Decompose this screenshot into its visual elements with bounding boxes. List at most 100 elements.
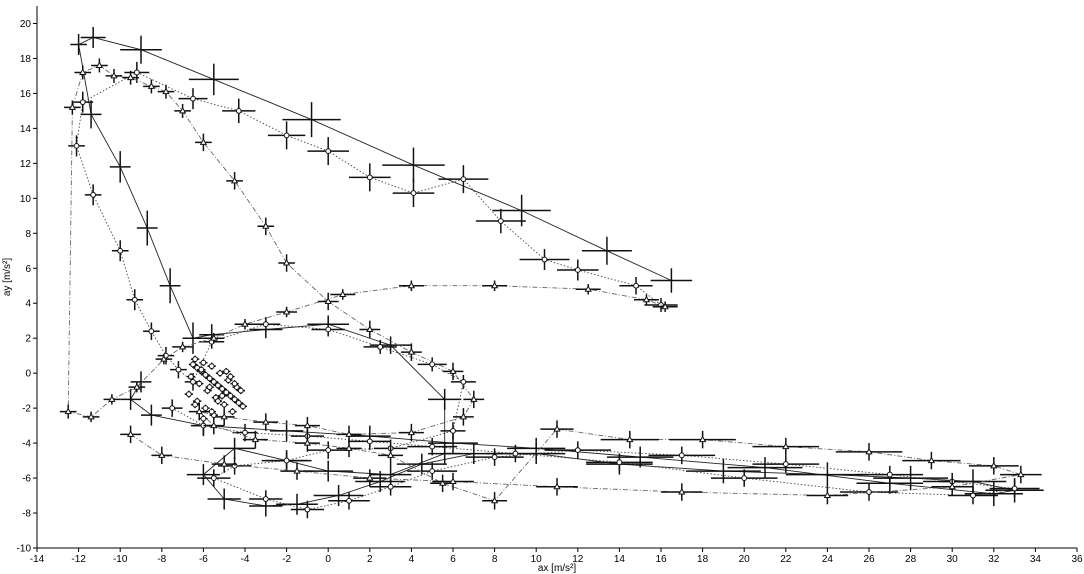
point-marker-circle: [219, 392, 226, 399]
y-tick-label: 12: [20, 159, 32, 170]
y-axis-title: ay [m/s²]: [2, 258, 13, 297]
data-point: [276, 493, 318, 515]
point-marker-circle: [79, 99, 86, 106]
data-point: [307, 137, 349, 166]
point-marker-circle: [491, 454, 498, 460]
point-marker-circle: [208, 363, 215, 370]
data-point: [217, 392, 227, 400]
data-point: [839, 483, 899, 501]
point-marker-circle: [366, 174, 373, 181]
point-marker-circle: [133, 69, 140, 76]
y-tick-label: -8: [22, 509, 31, 520]
data-point: [174, 103, 191, 118]
point-marker-circle: [223, 389, 230, 396]
data-point: [407, 437, 458, 456]
data-point: [213, 397, 223, 405]
data-point: [369, 478, 412, 496]
data-point: [465, 448, 524, 466]
data-point: [109, 151, 131, 183]
point-marker-triangle: [210, 421, 218, 429]
data-point: [155, 353, 173, 365]
data-point: [265, 451, 308, 470]
point-marker-circle: [886, 471, 893, 478]
point-marker-triangle: [823, 491, 832, 499]
data-point: [363, 339, 397, 354]
data-point: [205, 383, 214, 391]
data-point: [82, 411, 100, 423]
point-marker-triangle: [178, 106, 187, 114]
x-tick-label: 0: [325, 554, 331, 565]
point-marker-circle: [90, 191, 97, 198]
data-point: [242, 430, 268, 449]
point-marker-triangle: [626, 435, 634, 443]
data-point: [330, 289, 356, 300]
point-marker-triangle: [782, 442, 790, 450]
point-marker-circle: [235, 399, 242, 406]
data-point: [136, 210, 158, 246]
data-point: [201, 404, 210, 412]
point-marker-circle: [325, 326, 332, 333]
data-point: [232, 423, 258, 442]
x-tick-label: 36: [1071, 554, 1083, 565]
point-marker-triangle: [865, 447, 873, 455]
data-point: [203, 416, 225, 435]
data-point: [234, 318, 256, 330]
data-point: [120, 35, 162, 64]
x-tick-label: 16: [655, 554, 667, 565]
data-point: [968, 457, 1019, 475]
point-marker-circle: [782, 461, 789, 467]
point-marker-triangle: [438, 479, 447, 486]
point-marker-circle: [185, 391, 192, 398]
data-point: [141, 404, 162, 426]
data-point: [685, 458, 761, 484]
data-point: [199, 359, 208, 367]
series-3-line: [67, 64, 1021, 502]
point-marker-triangle: [553, 482, 561, 490]
data-point: [64, 100, 81, 115]
data-point: [157, 84, 175, 99]
data-point: [207, 408, 216, 416]
data-point: [536, 478, 578, 496]
data-point: [217, 385, 227, 393]
point-marker-triangle: [230, 176, 239, 184]
point-marker-circle: [190, 95, 196, 102]
data-point: [586, 453, 653, 472]
y-tick-label: -2: [22, 404, 31, 415]
point-marker-triangle: [345, 430, 353, 437]
data-point: [249, 490, 283, 508]
data-point: [378, 446, 404, 465]
point-marker-circle: [223, 368, 230, 375]
data-point: [59, 404, 77, 419]
point-marker-circle: [242, 429, 248, 436]
data-point: [650, 268, 693, 293]
y-tick-label: 14: [20, 124, 32, 135]
y-tick-label: 20: [20, 19, 32, 30]
point-marker-triangle: [1017, 470, 1025, 478]
data-point: [213, 437, 256, 459]
data-point: [727, 457, 803, 479]
data-point: [398, 423, 424, 442]
data-point: [120, 388, 141, 410]
y-tick-label: 18: [20, 54, 32, 65]
data-point: [203, 332, 225, 344]
data-point: [353, 469, 387, 487]
point-marker-triangle: [108, 395, 116, 402]
data-point: [72, 91, 94, 113]
point-marker-circle: [283, 457, 290, 464]
point-marker-circle: [148, 328, 155, 335]
series-2: [68, 61, 1040, 519]
point-marker-circle: [208, 408, 215, 415]
point-marker-triangle: [262, 418, 270, 425]
data-point: [143, 79, 160, 94]
data-point: [68, 135, 85, 157]
data-point: [236, 387, 245, 395]
point-marker-circle: [117, 247, 124, 254]
data-point: [122, 70, 139, 85]
point-marker-triangle: [553, 425, 561, 432]
data-point: [280, 462, 314, 480]
point-marker-circle: [450, 427, 456, 434]
data-point: [105, 68, 123, 83]
series-1-line: [78, 37, 1015, 507]
point-marker-circle: [229, 408, 236, 415]
